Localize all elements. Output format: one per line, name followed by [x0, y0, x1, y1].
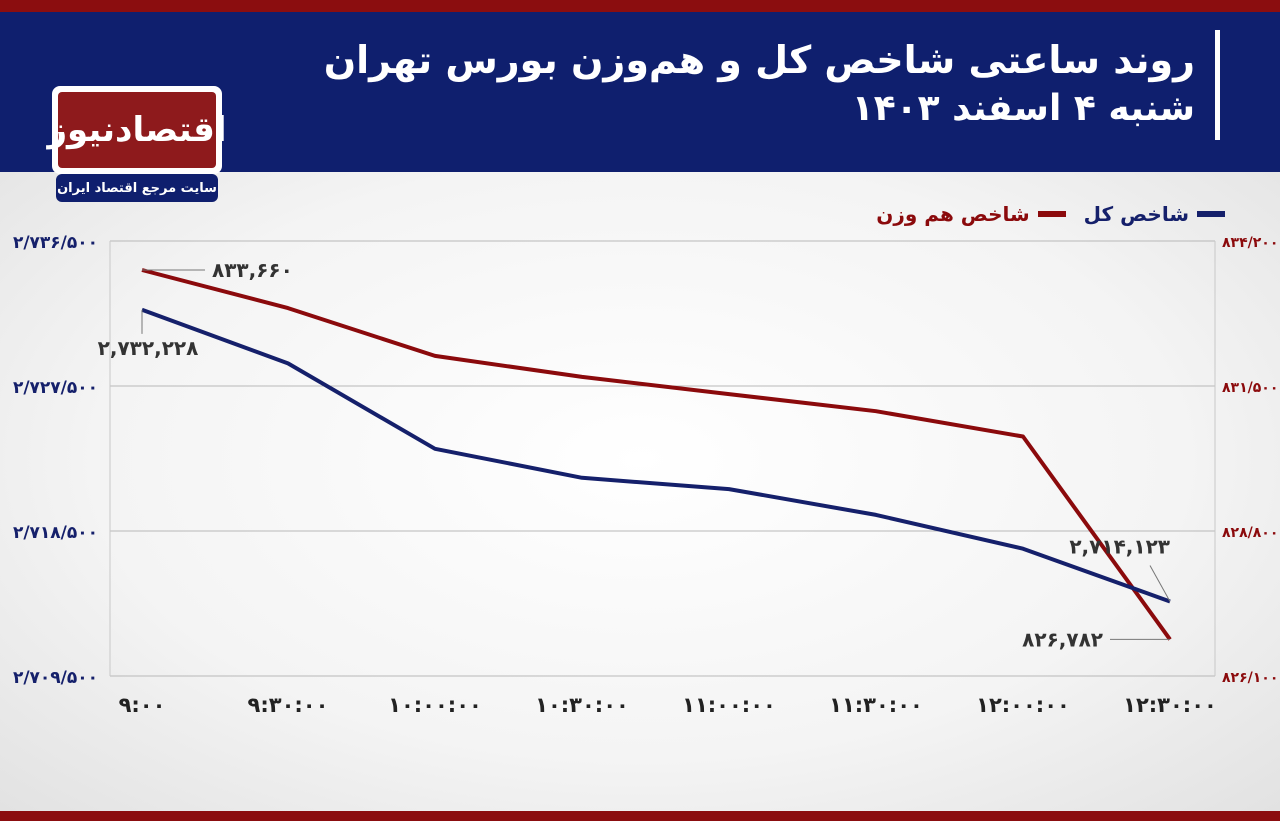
x-tick-label: ۱۰:۳۰:۰۰	[535, 693, 629, 717]
y-right-tick-label: ۸۲۸/۸۰۰	[1222, 525, 1278, 541]
legend-item-equal: شاخص هم وزن	[876, 202, 1066, 226]
data-label: ۲,۷۳۲,۲۲۸	[98, 336, 199, 360]
annotation-leader	[1149, 565, 1171, 602]
x-tick-label: ۱۲:۰۰:۰۰	[976, 693, 1070, 717]
y-right-tick-label: ۸۳۱/۵۰۰	[1222, 380, 1278, 396]
y-left-tick-label: ۲/۷۰۹/۵۰۰	[13, 668, 98, 688]
series-line-equal	[141, 268, 1172, 641]
x-tick-label: ۱۰:۰۰:۰۰	[388, 693, 482, 717]
x-tick-label: ۱۱:۳۰:۰۰	[829, 693, 923, 717]
y-left-tick-label: ۲/۷۳۶/۵۰۰	[13, 233, 98, 253]
x-tick-label: ۹:۰۰	[119, 693, 166, 717]
chart-legend: شاخص کل شاخص هم وزن	[876, 202, 1225, 226]
legend-swatch-equal	[1037, 211, 1066, 217]
legend-item-total: شاخص کل	[1084, 202, 1225, 226]
x-tick-label: ۹:۳۰:۰۰	[248, 693, 329, 717]
series-line-total	[141, 307, 1171, 604]
bottom-accent-strip	[0, 811, 1280, 821]
logo-tagline: سایت مرجع اقتصاد ایران	[56, 174, 218, 202]
legend-label-equal: شاخص هم وزن	[876, 202, 1030, 226]
logo-wordmark: اقتصادنیوز	[47, 92, 227, 168]
top-accent-strip	[0, 0, 1280, 12]
y-right-tick-label: ۸۳۴/۲۰۰	[1222, 235, 1278, 251]
data-label: ۲,۷۱۴,۱۲۳	[1069, 535, 1170, 559]
data-label: ۸۳۳,۶۶۰	[212, 258, 293, 282]
x-tick-label: ۱۱:۰۰:۰۰	[682, 693, 776, 717]
chart-background	[0, 172, 1280, 811]
x-tick-label: ۱۲:۳۰:۰۰	[1123, 693, 1217, 717]
page-subtitle: شنبه ۴ اسفند ۱۴۰۳	[851, 88, 1195, 129]
y-left-tick-label: ۲/۷۲۷/۵۰۰	[13, 378, 98, 398]
y-right-tick-label: ۸۲۶/۱۰۰	[1222, 670, 1278, 686]
legend-swatch-total	[1197, 211, 1225, 217]
title-divider	[1215, 30, 1220, 140]
data-label: ۸۲۶,۷۸۲	[1022, 627, 1103, 651]
y-left-tick-label: ۲/۷۱۸/۵۰۰	[13, 523, 98, 543]
page-title: روند ساعتی شاخص کل و هم‌وزن بورس تهران	[323, 38, 1195, 82]
legend-label-total: شاخص کل	[1083, 202, 1189, 226]
